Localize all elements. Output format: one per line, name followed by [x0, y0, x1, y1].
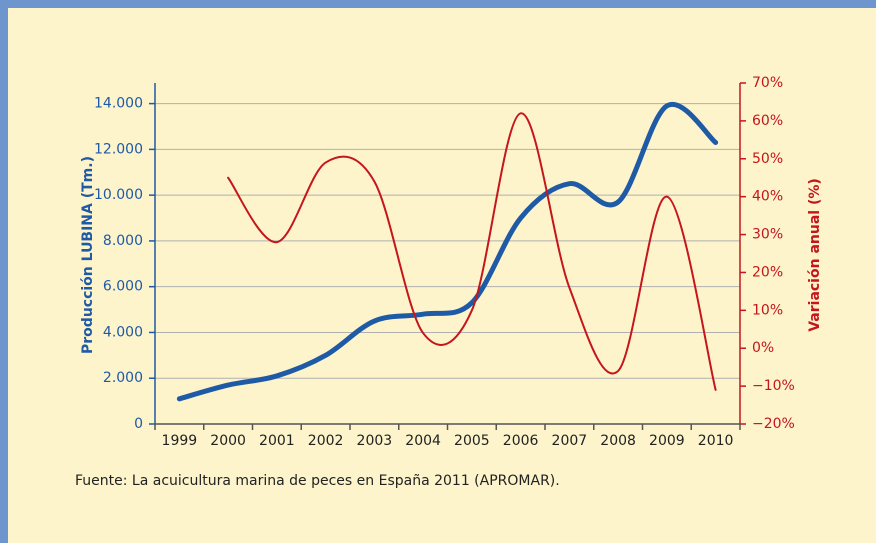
- y-tick-label: 6.000: [103, 279, 143, 295]
- y2-axis-label: Variación anual (%): [807, 178, 823, 332]
- x-tick-label: 2001: [259, 433, 295, 449]
- y-tick-label: 0: [134, 416, 143, 432]
- series-line: [227, 112, 717, 391]
- y2-tick-label: 10%: [752, 302, 783, 318]
- series-line: [176, 101, 719, 402]
- x-tick-label: 2009: [649, 433, 685, 449]
- x-tick-label: 2007: [552, 433, 588, 449]
- y2-tick-label: 0%: [752, 340, 774, 356]
- x-tick-label: 2003: [357, 433, 393, 449]
- y2-tick-label: 30%: [752, 227, 783, 243]
- y2-tick-label: −20%: [752, 416, 795, 432]
- top-border: [0, 0, 876, 8]
- left-border: [0, 0, 8, 543]
- x-tick-label: 2006: [503, 433, 539, 449]
- y-tick-label: 4.000: [103, 324, 143, 340]
- x-tick-label: 2004: [405, 433, 441, 449]
- x-tick-label: 2000: [210, 433, 246, 449]
- x-tick-label: 2005: [454, 433, 490, 449]
- y-tick-label: 8.000: [103, 233, 143, 249]
- y-tick-label: 10.000: [94, 187, 143, 203]
- x-tick-label: 2002: [308, 433, 344, 449]
- y2-tick-label: 70%: [752, 75, 783, 91]
- y-tick-label: 2.000: [103, 370, 143, 386]
- x-tick-label: 2010: [698, 433, 734, 449]
- source-note: Fuente: La acuicultura marina de peces e…: [75, 473, 560, 489]
- y2-tick-label: 20%: [752, 264, 783, 280]
- y2-tick-label: 50%: [752, 151, 783, 167]
- y-axis-label: Producción LUBINA (Tm.): [80, 156, 96, 354]
- y2-tick-label: −10%: [752, 378, 795, 394]
- x-tick-label: 2008: [600, 433, 636, 449]
- y2-tick-label: 60%: [752, 113, 783, 129]
- y-tick-label: 12.000: [94, 141, 143, 157]
- x-tick-label: 1999: [162, 433, 198, 449]
- y-tick-label: 14.000: [94, 96, 143, 112]
- y2-tick-label: 40%: [752, 189, 783, 205]
